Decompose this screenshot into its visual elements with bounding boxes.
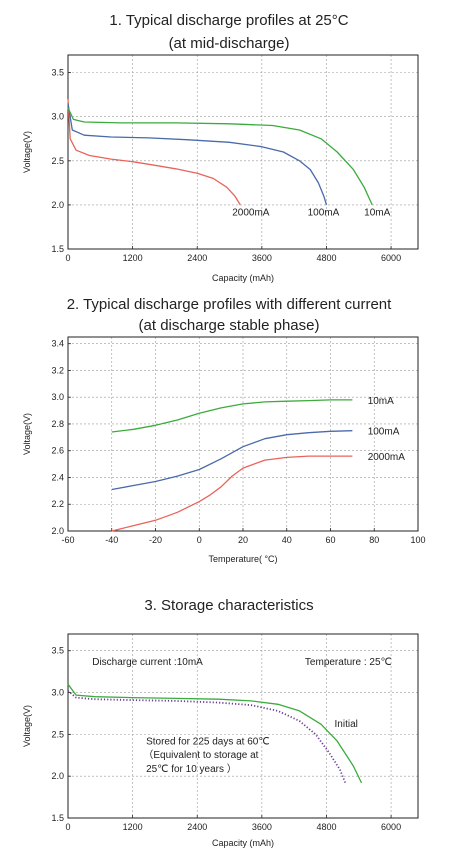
chart2-xlabel: Temperature( °C) (208, 554, 277, 564)
chart1-ylabel: Voltage(V) (22, 131, 32, 173)
chart2-ytick-label: 2.4 (51, 472, 64, 482)
chart3-xtick-label: 6000 (381, 822, 401, 832)
chart2-ytick-label: 2.0 (51, 526, 64, 536)
chart3-xtick-label: 2400 (187, 822, 207, 832)
chart1-series-100ma (67, 103, 328, 206)
chart1-xlabel: Capacity (mAh) (212, 273, 274, 283)
chart2-series-2000ma (111, 455, 353, 532)
chart3-series-stored (67, 690, 347, 784)
chart2-xtick-label: 20 (238, 535, 248, 545)
chart2-ytick-label: 3.2 (51, 365, 64, 375)
chart2-xtick-label: 60 (325, 535, 335, 545)
chart2-ytick-label: 3.4 (51, 339, 64, 349)
chart2-series-10ma (111, 399, 353, 433)
chart3-xtick-label: 3600 (252, 822, 272, 832)
chart1-xtick-label: 6000 (381, 253, 401, 263)
chart3-annotation: （Equivalent to storage at (143, 749, 258, 761)
chart3-annotation: Discharge current :10mA (92, 657, 203, 668)
chart3-title: 3. Storage characteristics (144, 597, 314, 614)
chart3-annotation: 25℃ for 10 years ） (146, 763, 237, 775)
chart2-ytick-label: 2.2 (51, 499, 64, 509)
chart3-frame (67, 633, 419, 819)
chart2-ylabel: Voltage(V) (22, 413, 32, 455)
chart1-series-label: 100mA (308, 207, 340, 218)
chart2-series-label: 10mA (368, 396, 394, 407)
chart2-series-100ma (111, 430, 353, 491)
chart2-xtick-label: -40 (105, 535, 118, 545)
chart1-series-label: 10mA (364, 207, 390, 218)
chart1-ytick-label: 2.5 (51, 156, 64, 166)
chart1-group: 0 1200 2400 3600 4800 6000 1.5 2.0 2.5 3.0 3.5 Capa… (22, 54, 419, 283)
chart3-xlabel: Capacity (mAh) (212, 838, 274, 848)
chart1-ytick-label: 3.0 (51, 112, 64, 122)
chart1-ytick-label: 3.5 (51, 68, 64, 78)
chart3-xtick-label: 1200 (123, 822, 143, 832)
chart3-xtick-label: 0 (65, 822, 70, 832)
chart3-ytick-label: 3.0 (51, 688, 64, 698)
chart1-title: 1. Typical discharge profiles at 25°C (109, 12, 349, 29)
chart2-xtick-label: 80 (369, 535, 379, 545)
chart1-subtitle: (at mid-discharge) (168, 35, 290, 52)
chart3-ytick-label: 2.0 (51, 771, 64, 781)
chart2-xtick-label: 40 (282, 535, 292, 545)
chart3-ytick-label: 3.5 (51, 646, 64, 656)
chart1-series-2000ma (67, 99, 241, 206)
chart2-series-label: 100mA (368, 427, 400, 438)
chart2-xtick-label: -60 (61, 535, 74, 545)
chart2-ytick-label: 2.8 (51, 419, 64, 429)
chart1-xtick-label: 1200 (123, 253, 143, 263)
chart1-ytick-label: 1.5 (51, 244, 64, 254)
chart3-annotation: Initial (335, 719, 358, 730)
chart1-xtick-label: 4800 (316, 253, 336, 263)
chart2-xtick-label: 100 (410, 535, 425, 545)
chart2-ytick-label: 2.6 (51, 446, 64, 456)
chart3-series-initial (67, 683, 363, 784)
chart2-ytick-label: 3.0 (51, 392, 64, 402)
chart3-ytick-label: 2.5 (51, 729, 64, 739)
chart3-ytick-label: 1.5 (51, 813, 64, 823)
chart2-title: 2. Typical discharge profiles with diffe… (66, 296, 392, 313)
chart2-xtick-label: 0 (197, 535, 202, 545)
chart2-xtick-label: -20 (149, 535, 162, 545)
chart3-annotation: Temperature : 25℃ (305, 657, 392, 668)
chart3-group: 0 1200 2400 3600 4800 6000 1.5 2.0 2.5 3.0 3.5 Capa… (22, 633, 419, 848)
chart2-subtitle: (at discharge stable phase) (138, 317, 320, 334)
chart3-ylabel: Voltage(V) (22, 705, 32, 747)
chart1-ytick-label: 2.0 (51, 200, 64, 210)
chart2-group: -60 -40 -20 0 20 40 60 80 100 2.0 2.2 2.4 2.6 2.8 3.0 3… (22, 336, 426, 564)
chart1-frame (67, 54, 419, 250)
chart1-xtick-label: 2400 (187, 253, 207, 263)
chart3-annotation: Stored for 225 days at 60℃ (146, 736, 270, 747)
chart1-series-label: 2000mA (232, 207, 270, 218)
chart1-series-10ma (67, 107, 373, 206)
chart2-series-label: 2000mA (368, 452, 406, 463)
chart1-xtick-label: 3600 (252, 253, 272, 263)
chart1-xtick-label: 0 (65, 253, 70, 263)
chart3-xtick-label: 4800 (316, 822, 336, 832)
